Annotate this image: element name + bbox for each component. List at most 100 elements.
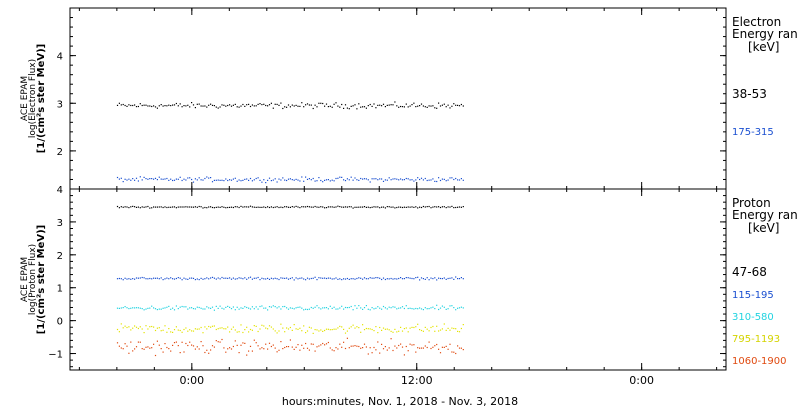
data-point — [268, 278, 271, 280]
data-point — [352, 309, 354, 311]
data-point — [327, 328, 329, 330]
data-point — [223, 328, 225, 330]
data-point — [280, 102, 282, 104]
data-point — [181, 341, 183, 343]
data-point — [308, 104, 310, 106]
data-point — [151, 305, 153, 307]
data-point — [210, 277, 212, 279]
data-point — [455, 352, 457, 355]
data-point — [284, 206, 286, 208]
data-point — [375, 178, 377, 180]
data-point — [362, 278, 364, 280]
data-point — [327, 277, 329, 279]
data-point — [379, 277, 381, 279]
data-point — [274, 330, 276, 332]
data-point — [348, 306, 350, 309]
data-point — [170, 105, 172, 107]
data-point — [381, 308, 383, 310]
data-point — [244, 342, 246, 344]
data-point — [312, 107, 314, 110]
data-point — [223, 277, 225, 279]
data-point — [415, 179, 417, 181]
data-point — [116, 278, 119, 280]
data-point — [166, 331, 168, 333]
data-point — [457, 104, 459, 106]
data-point — [170, 331, 172, 333]
data-point — [272, 107, 274, 109]
data-point — [164, 325, 166, 327]
data-point — [232, 306, 234, 308]
data-point — [350, 305, 352, 308]
data-point — [244, 277, 246, 279]
data-point — [388, 278, 390, 280]
data-point — [377, 332, 379, 334]
data-point — [164, 343, 166, 345]
data-point — [223, 206, 225, 208]
data-point — [318, 102, 320, 104]
data-point — [210, 103, 212, 105]
data-point — [362, 206, 364, 208]
data-point — [219, 327, 221, 329]
data-point — [213, 207, 215, 209]
data-point — [236, 331, 238, 333]
data-point — [301, 330, 303, 332]
data-point — [327, 308, 329, 310]
data-point — [128, 104, 130, 106]
data-point — [210, 177, 212, 179]
data-point — [432, 325, 434, 328]
data-point — [128, 207, 130, 209]
data-point — [306, 347, 309, 349]
data-point — [401, 306, 404, 308]
data-point — [124, 277, 126, 279]
data-point — [280, 341, 282, 343]
data-point — [259, 103, 261, 105]
data-point — [219, 179, 221, 181]
data-point — [238, 206, 240, 209]
data-point — [267, 277, 269, 279]
data-point — [291, 346, 293, 348]
data-point — [147, 105, 149, 107]
data-point — [333, 278, 335, 280]
data-point — [299, 349, 301, 351]
data-point — [384, 346, 386, 348]
data-point — [396, 278, 398, 280]
data-point — [312, 307, 314, 309]
data-point — [185, 342, 187, 345]
data-point — [164, 278, 166, 280]
data-point — [223, 104, 225, 106]
data-point — [240, 277, 242, 279]
data-point — [229, 179, 231, 181]
data-point — [257, 345, 259, 347]
data-point — [267, 206, 269, 208]
data-point — [282, 206, 284, 209]
data-point — [219, 206, 221, 208]
data-point — [312, 206, 314, 208]
data-point — [310, 179, 312, 181]
data-point — [348, 206, 350, 208]
data-point — [415, 351, 417, 353]
data-point — [200, 179, 202, 181]
data-point — [183, 351, 185, 353]
data-point — [439, 105, 442, 107]
data-point — [132, 178, 134, 180]
data-point — [354, 177, 356, 179]
data-point — [457, 278, 459, 280]
data-point — [278, 178, 280, 180]
data-point — [276, 332, 278, 334]
data-point — [179, 352, 181, 354]
data-point — [116, 205, 119, 208]
data-point — [267, 328, 269, 330]
data-point — [400, 343, 402, 345]
data-point — [325, 179, 328, 181]
data-point — [434, 330, 436, 332]
data-point — [139, 326, 141, 328]
x-tick-label: 12:00 — [401, 374, 433, 387]
data-point — [297, 344, 299, 346]
data-point — [192, 330, 195, 332]
data-point — [248, 350, 250, 352]
data-point — [151, 178, 153, 180]
data-point — [249, 177, 252, 180]
data-point — [246, 178, 248, 180]
data-point — [253, 105, 255, 107]
data-point — [156, 107, 158, 109]
